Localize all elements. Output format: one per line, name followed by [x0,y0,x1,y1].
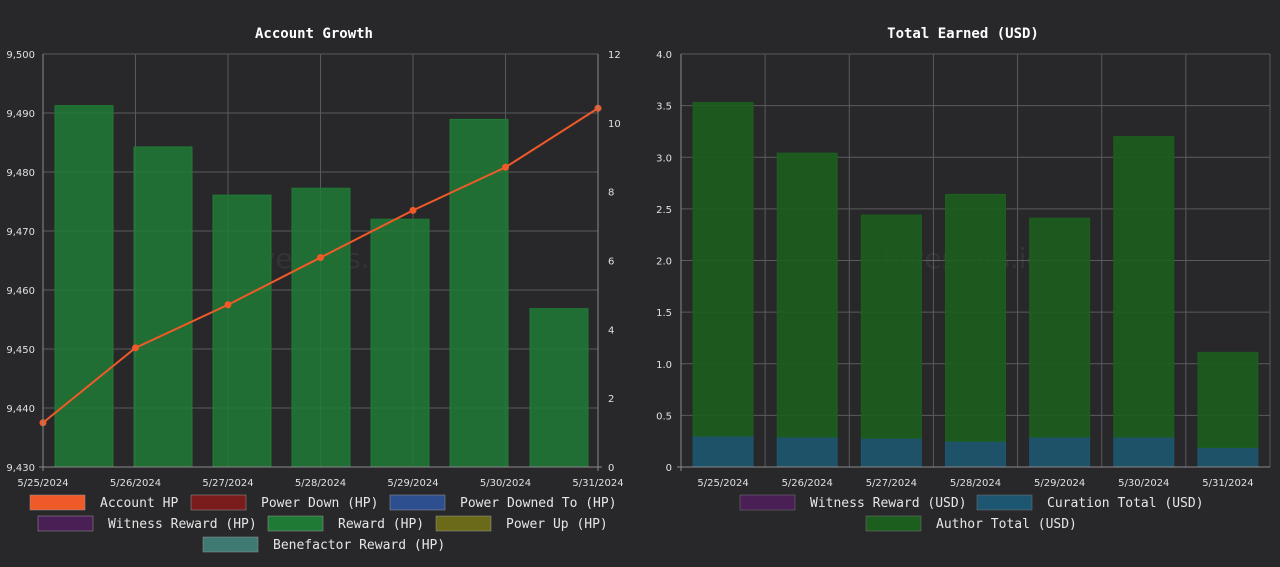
x-tick-label: 5/30/2024 [480,478,531,489]
bar [529,308,589,468]
bar [1029,217,1091,438]
bar [1113,436,1175,468]
y-tick-label: 1.5 [656,308,672,319]
legend-swatch [267,515,324,532]
legend-label: Account HP [100,496,178,511]
y-tick-label: 3.5 [656,102,672,113]
chart-title: Account Growth [255,26,373,42]
legend-label: Benefactor Reward (HP) [273,538,445,553]
y-tick-label: 9,440 [6,404,35,415]
legend-label: Reward (HP) [338,517,424,532]
x-tick-label: 5/27/2024 [866,478,917,489]
bar [1113,136,1175,438]
legend-swatch [190,494,247,511]
bar [945,193,1006,442]
legend-label: Curation Total (USD) [1047,496,1204,511]
bar [1029,436,1091,468]
legend-swatch [29,494,86,511]
y-tick-label: 9,490 [6,109,35,120]
data-point [502,163,509,171]
legend-swatch [739,494,796,511]
y-tick-label: 3.0 [656,153,672,164]
y2-tick-label: 12 [608,50,621,61]
x-tick-label: 5/28/2024 [950,478,1001,489]
bar [945,440,1006,468]
y2-tick-label: 6 [608,257,614,268]
x-tick-label: 5/27/2024 [202,478,253,489]
legend-swatch [37,515,94,532]
y-tick-label: 9,430 [6,463,35,474]
legend-label: Power Down (HP) [261,496,378,511]
x-tick-label: 5/30/2024 [1118,478,1169,489]
bar [860,437,922,468]
x-tick-label: 5/26/2024 [110,478,161,489]
bar [133,146,193,468]
bar [370,218,430,468]
legend-swatch [865,515,922,532]
y-tick-label: 1.0 [656,360,672,371]
data-point [409,206,417,214]
y2-tick-label: 0 [608,463,614,474]
y-tick-label: 2.5 [656,205,672,216]
bar [776,436,838,468]
chart-title: Total Earned (USD) [887,26,1039,42]
bar [1197,351,1259,448]
legend-label: Witness Reward (USD) [810,496,967,511]
total-earned-chart: Total Earned (USD) hivestats.io 00.51.01… [656,26,1271,532]
legend-label: Power Downed To (HP) [460,496,617,511]
bar [54,105,114,468]
bar [212,194,272,468]
x-tick-label: 5/28/2024 [295,478,346,489]
y2-tick-label: 2 [608,394,614,405]
y-tick-label: 9,450 [6,345,35,356]
x-tick-label: 5/31/2024 [572,478,623,489]
x-tick-label: 5/29/2024 [1034,478,1085,489]
data-point [317,254,324,262]
x-tick-label: 5/29/2024 [387,478,438,489]
legend-swatch [202,536,259,553]
data-point [224,301,232,309]
y-tick-label: 9,470 [6,227,35,238]
bar [1197,446,1259,468]
legend-swatch [435,515,492,532]
y-tick-label: 9,480 [6,168,35,179]
bar [291,187,351,468]
bar [692,102,754,437]
y2-tick-label: 8 [608,188,614,199]
bar [776,152,838,438]
y-tick-label: 9,460 [6,286,35,297]
y-tick-label: 2.0 [656,257,672,268]
bar [692,435,754,468]
x-tick-label: 5/25/2024 [17,478,68,489]
legend-label: Author Total (USD) [936,517,1077,532]
y-tick-label: 0 [666,463,672,474]
y2-tick-label: 4 [608,325,614,336]
x-tick-label: 5/26/2024 [782,478,833,489]
data-point [132,344,139,352]
legend-label: Power Up (HP) [506,517,608,532]
x-tick-label: 5/31/2024 [1202,478,1253,489]
x-tick-label: 5/25/2024 [697,478,748,489]
y-tick-label: 4.0 [656,50,672,61]
y-tick-label: 9,500 [6,50,35,61]
legend-swatch [389,494,446,511]
legend-label: Witness Reward (HP) [108,517,257,532]
bar [860,214,922,439]
y-tick-label: 0.5 [656,411,672,422]
legend-swatch [976,494,1033,511]
bar [449,118,509,468]
y2-tick-label: 10 [608,119,621,130]
account-growth-chart: Account Growth hivestats.io 9,4309,4409,… [6,26,623,553]
